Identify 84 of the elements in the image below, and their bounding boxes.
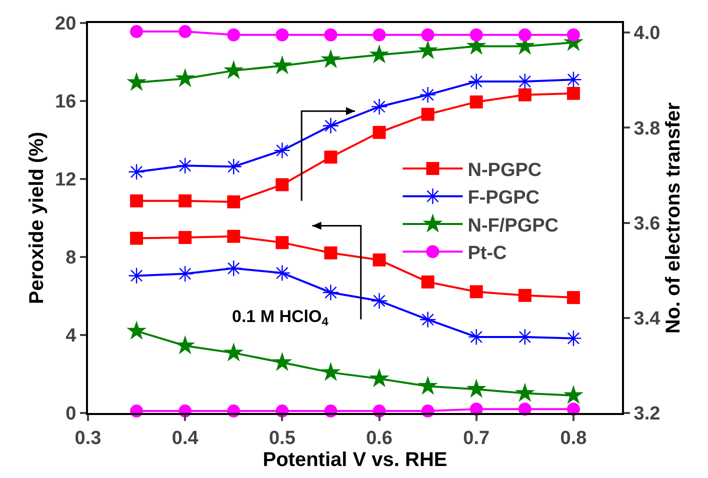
point xyxy=(418,376,438,395)
y2-axis-title: No. of electrons transfer xyxy=(662,102,685,334)
point xyxy=(470,95,483,108)
point xyxy=(563,384,584,404)
y2-tick-label: 3.6 xyxy=(634,213,660,234)
y-tick-label: 0 xyxy=(66,404,76,425)
point xyxy=(421,28,434,42)
point xyxy=(470,285,483,298)
point xyxy=(470,28,483,42)
point xyxy=(128,163,145,180)
point xyxy=(324,246,338,260)
point xyxy=(224,342,244,362)
point xyxy=(276,236,289,250)
point xyxy=(320,362,341,381)
y-tick-label: 8 xyxy=(66,248,76,269)
y-tick-label: 16 xyxy=(55,92,76,113)
point xyxy=(369,44,390,64)
point xyxy=(421,108,434,121)
y-tick-label: 20 xyxy=(55,14,76,35)
y2-tick-label: 3.4 xyxy=(634,308,661,330)
y2-tick-label: 4.0 xyxy=(634,23,660,44)
point xyxy=(518,28,532,42)
point xyxy=(272,352,292,371)
point xyxy=(225,158,242,176)
point xyxy=(372,28,386,42)
point xyxy=(227,195,240,208)
x-tick-label: 0.3 xyxy=(74,428,102,449)
legend-label: N-PGPC xyxy=(468,160,542,181)
point xyxy=(324,28,338,42)
x-tick-label: 0.5 xyxy=(268,428,296,449)
point xyxy=(421,275,434,288)
point xyxy=(126,320,147,340)
point xyxy=(372,253,386,266)
point xyxy=(227,28,240,42)
point xyxy=(276,28,289,42)
point xyxy=(322,117,340,134)
x-tick-label: 0.6 xyxy=(366,428,392,449)
x-tick-label: 0.7 xyxy=(463,428,490,449)
point xyxy=(175,68,196,88)
point xyxy=(322,284,340,301)
point xyxy=(514,382,535,402)
y-tick-label: 4 xyxy=(66,326,77,347)
point xyxy=(419,86,436,104)
point xyxy=(566,28,580,42)
point xyxy=(370,98,388,116)
x-axis-title: Potential V vs. RHE xyxy=(262,448,448,471)
point xyxy=(369,368,390,388)
point xyxy=(274,142,291,159)
point xyxy=(130,194,144,208)
point xyxy=(566,291,580,304)
point xyxy=(178,194,192,208)
point xyxy=(518,288,532,302)
point xyxy=(418,40,438,60)
point xyxy=(224,60,244,80)
legend-label: F-PGPC xyxy=(468,188,540,209)
x-tick-label: 0.8 xyxy=(560,428,587,449)
point xyxy=(227,230,240,243)
point xyxy=(276,178,289,192)
y2-tick-label: 3.2 xyxy=(634,404,660,425)
point xyxy=(372,126,386,139)
annotation: 0.1 M HClO$_{4}$ xyxy=(232,307,329,329)
x-tick-label: 0.4 xyxy=(172,428,199,449)
point xyxy=(130,232,144,245)
point xyxy=(128,267,145,284)
y2-tick-label: 3.8 xyxy=(634,118,660,140)
point xyxy=(320,49,341,68)
point xyxy=(225,260,242,277)
point xyxy=(130,25,144,38)
point xyxy=(566,86,580,100)
point xyxy=(176,265,194,282)
point xyxy=(370,292,388,310)
legend-label: N-F/PGPC xyxy=(468,215,559,236)
point xyxy=(178,25,192,38)
point xyxy=(466,378,486,398)
y-tick-label: 12 xyxy=(55,170,76,191)
point xyxy=(324,150,338,164)
point xyxy=(178,231,192,244)
point xyxy=(419,311,436,328)
point xyxy=(126,72,147,91)
point xyxy=(272,55,292,74)
legend-label: Pt-C xyxy=(468,243,508,264)
y-axis-title: Peroxide yield (%) xyxy=(26,132,48,304)
point xyxy=(274,264,291,282)
point xyxy=(518,88,532,102)
